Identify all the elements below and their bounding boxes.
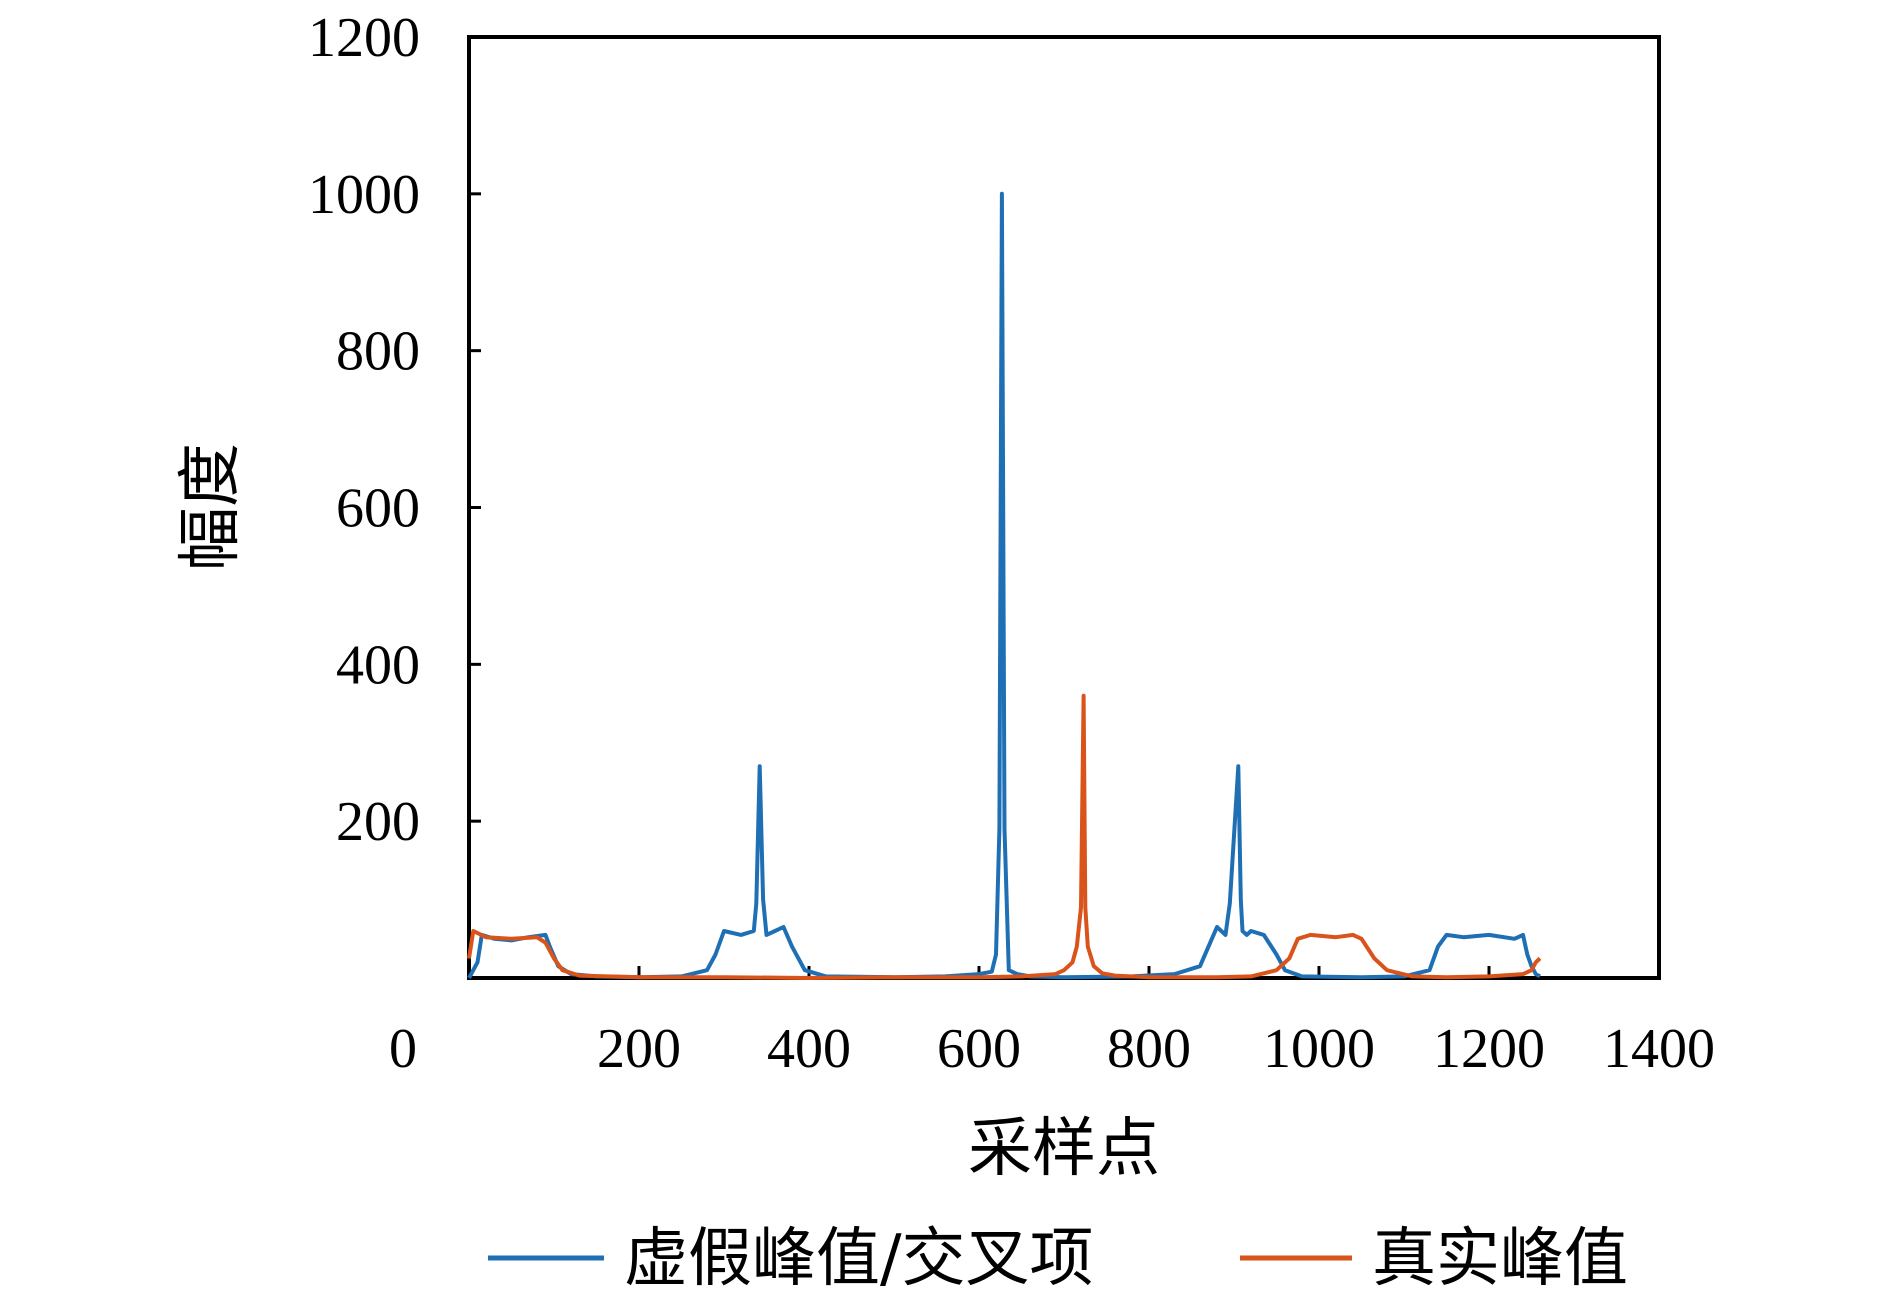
legend: 虚假峰值/交叉项 真实峰值 bbox=[488, 1222, 1628, 1296]
x-tick-label: 1400 bbox=[1603, 1018, 1715, 1080]
plot-frame bbox=[467, 35, 1661, 980]
x-tick-label: 1000 bbox=[1263, 1018, 1375, 1080]
y-tick-label: 800 bbox=[336, 321, 420, 383]
x-tick-label: 200 bbox=[597, 1018, 681, 1080]
y-tick-label: 600 bbox=[336, 478, 420, 540]
series-lines bbox=[467, 191, 1542, 980]
x-tick-label: 400 bbox=[767, 1018, 851, 1080]
y-tick-label: 1000 bbox=[308, 164, 420, 226]
y-ticks: 200 400 600 800 1000 1200 bbox=[308, 7, 481, 853]
y-tick-label: 200 bbox=[336, 791, 420, 853]
x-tick-label: 600 bbox=[937, 1018, 1021, 1080]
x-tick-label: 800 bbox=[1107, 1018, 1191, 1080]
y-axis-title: 幅度 bbox=[174, 443, 248, 571]
x-axis-title: 采样点 bbox=[968, 1112, 1160, 1186]
x-tick-label: 0 bbox=[389, 1018, 417, 1080]
y-tick-label: 400 bbox=[336, 634, 420, 696]
legend-label-0: 虚假峰值/交叉项 bbox=[624, 1222, 1094, 1296]
legend-label-1: 真实峰值 bbox=[1372, 1222, 1628, 1296]
y-tick-label: 1200 bbox=[308, 7, 420, 69]
series-line-1 bbox=[467, 693, 1542, 980]
x-ticks: 0 200 400 600 800 1000 1200 1400 bbox=[389, 966, 1715, 1080]
x-tick-label: 1200 bbox=[1433, 1018, 1545, 1080]
